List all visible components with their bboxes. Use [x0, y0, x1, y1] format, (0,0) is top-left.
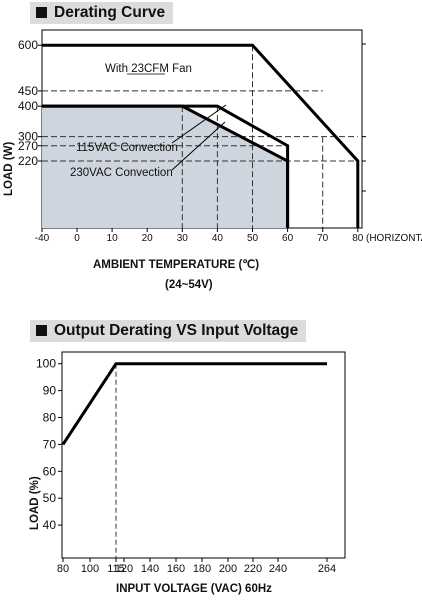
x-tick-label: 100	[81, 563, 99, 575]
x-tick-label: -40	[35, 233, 50, 244]
y-tick-label: 90	[43, 384, 57, 398]
fan-annotation: With 23CFM Fan	[105, 63, 192, 75]
x-tick-label: 40	[212, 233, 224, 244]
115vac-annotation: 115VAC Convection	[76, 142, 178, 154]
x-tick-label: 20	[142, 233, 154, 244]
x-tick-label: 160	[167, 563, 185, 575]
y-tick-label: 300	[18, 130, 38, 144]
230vac-annotation: 230VAC Convection	[70, 167, 173, 179]
square-bullet-icon	[36, 7, 47, 18]
x-tick-label: 80	[57, 563, 69, 575]
x-tick-label: 120	[115, 563, 133, 575]
x-tick-label: 264	[318, 563, 336, 575]
y-tick-label: 70	[43, 437, 57, 451]
x-tick-label: 30	[177, 233, 189, 244]
derating-curve-header: Derating Curve	[30, 2, 174, 24]
square-bullet-icon	[36, 325, 47, 336]
fan-23cfm-line	[42, 43, 360, 228]
x-axis-title: INPUT VOLTAGE (VAC) 60Hz	[116, 583, 272, 595]
y-tick-label: 60	[43, 464, 57, 478]
x-unit-label: (HORIZONTAL)	[366, 233, 422, 244]
x-tick-label: 200	[219, 563, 237, 575]
x-tick-label: 140	[141, 563, 159, 575]
y-tick-label: 40	[43, 518, 57, 532]
115vac-leader-line	[171, 104, 227, 144]
y-tick-label: 80	[43, 411, 57, 425]
output-derating-title: Output Derating VS Input Voltage	[54, 322, 299, 339]
y-tick-label: 270	[18, 139, 38, 153]
output-derating-header: Output Derating VS Input Voltage	[30, 320, 307, 342]
x-tick-label: 180	[193, 563, 211, 575]
load-vs-voltage-line	[61, 362, 327, 446]
derating-curve-title: Derating Curve	[54, 4, 166, 21]
y-tick-label: 600	[18, 38, 38, 52]
y-tick-label: 450	[18, 84, 38, 98]
230vac-convection-line	[42, 104, 290, 228]
x-tick-label: 10	[107, 233, 119, 244]
x-tick-label: 240	[269, 563, 287, 575]
y-axis-title: LOAD (W)	[3, 142, 15, 196]
y-tick-label: 220	[18, 154, 38, 168]
x-tick-label: 0	[74, 233, 80, 244]
y-axis-title: LOAD (%)	[29, 476, 41, 530]
x-tick-label: 60	[282, 233, 294, 244]
x-tick-label: 70	[317, 233, 329, 244]
y-tick-label: 400	[18, 99, 38, 113]
x-axis-subtitle: (24~54V)	[165, 279, 213, 291]
x-axis-title: AMBIENT TEMPERATURE (℃)	[93, 258, 259, 271]
x-tick-label: 220	[244, 563, 262, 575]
x-tick-label: 80	[352, 233, 364, 244]
y-tick-label: 50	[43, 491, 57, 505]
230vac-leader-line	[171, 121, 226, 171]
plot-frame	[61, 351, 346, 559]
x-tick-label: 115	[107, 563, 125, 575]
x-tick-label: 50	[247, 233, 259, 244]
y-tick-label: 100	[36, 357, 56, 371]
